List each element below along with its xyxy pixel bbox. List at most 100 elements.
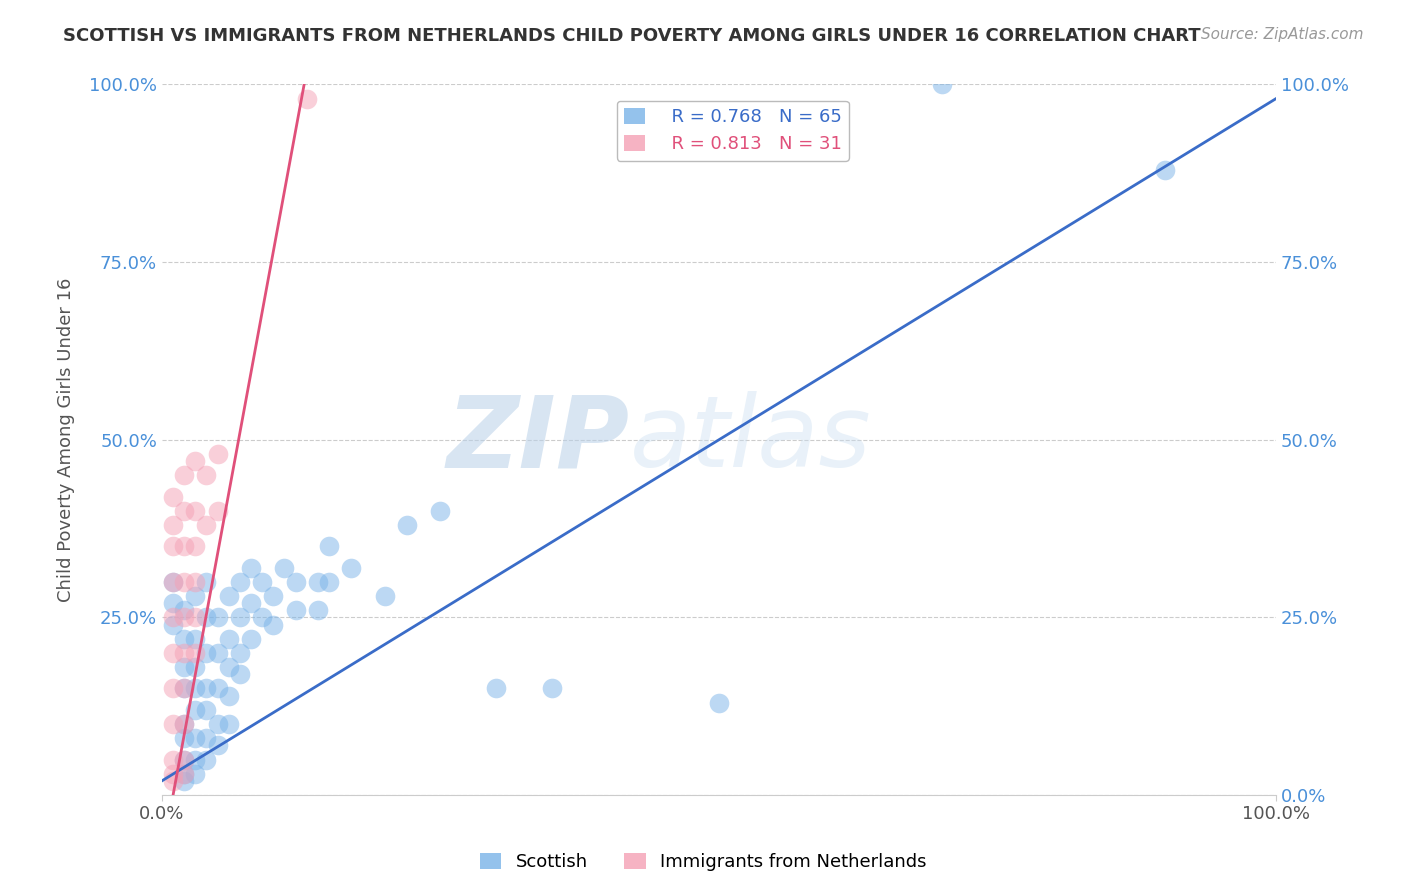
Point <box>284 574 307 589</box>
Point <box>195 646 218 660</box>
Point <box>195 518 218 533</box>
Point <box>207 610 229 624</box>
Point <box>250 574 273 589</box>
Point <box>307 574 329 589</box>
Point <box>240 560 263 574</box>
Point <box>162 752 184 766</box>
Point <box>195 681 218 696</box>
Point <box>184 752 207 766</box>
Y-axis label: Child Poverty Among Girls Under 16: Child Poverty Among Girls Under 16 <box>58 277 75 602</box>
Point <box>229 646 252 660</box>
Point <box>207 681 229 696</box>
Point <box>195 731 218 746</box>
Point <box>184 454 207 468</box>
Point <box>184 703 207 717</box>
Point <box>162 646 184 660</box>
Point <box>173 752 195 766</box>
Point <box>707 696 730 710</box>
Text: atlas: atlas <box>630 392 872 488</box>
Point <box>207 504 229 518</box>
Point <box>218 632 240 646</box>
Point <box>229 610 252 624</box>
Point <box>184 731 207 746</box>
Point <box>307 603 329 617</box>
Point <box>173 717 195 731</box>
Point <box>162 773 184 788</box>
Point <box>395 518 418 533</box>
Point <box>218 589 240 603</box>
Point <box>173 731 195 746</box>
Point <box>240 596 263 610</box>
Point <box>173 610 195 624</box>
Point <box>173 766 195 780</box>
Point <box>162 490 184 504</box>
Point <box>162 539 184 553</box>
Point <box>273 560 295 574</box>
Point <box>162 574 184 589</box>
Point <box>218 660 240 674</box>
Point <box>184 574 207 589</box>
Point <box>184 660 207 674</box>
Point <box>218 689 240 703</box>
Point <box>374 589 396 603</box>
Point <box>295 92 318 106</box>
Point <box>173 766 195 780</box>
Point <box>931 78 953 92</box>
Point <box>184 610 207 624</box>
Point <box>184 504 207 518</box>
Point <box>218 717 240 731</box>
Point <box>173 603 195 617</box>
Point <box>173 632 195 646</box>
Point <box>340 560 363 574</box>
Point <box>195 752 218 766</box>
Point <box>318 539 340 553</box>
Point <box>318 574 340 589</box>
Point <box>184 632 207 646</box>
Point <box>173 773 195 788</box>
Text: Source: ZipAtlas.com: Source: ZipAtlas.com <box>1201 27 1364 42</box>
Point <box>540 681 562 696</box>
Text: SCOTTISH VS IMMIGRANTS FROM NETHERLANDS CHILD POVERTY AMONG GIRLS UNDER 16 CORRE: SCOTTISH VS IMMIGRANTS FROM NETHERLANDS … <box>63 27 1201 45</box>
Point <box>195 703 218 717</box>
Point <box>195 468 218 483</box>
Point <box>173 717 195 731</box>
Point <box>207 646 229 660</box>
Point <box>184 539 207 553</box>
Point <box>207 739 229 753</box>
Point <box>240 632 263 646</box>
Point <box>162 681 184 696</box>
Point <box>162 574 184 589</box>
Point <box>173 646 195 660</box>
Point <box>195 574 218 589</box>
Point <box>162 596 184 610</box>
Point <box>207 447 229 461</box>
Point <box>184 589 207 603</box>
Point <box>173 752 195 766</box>
Point <box>284 603 307 617</box>
Point <box>173 574 195 589</box>
Point <box>162 518 184 533</box>
Legend: Scottish, Immigrants from Netherlands: Scottish, Immigrants from Netherlands <box>472 846 934 879</box>
Point <box>429 504 451 518</box>
Point <box>262 617 284 632</box>
Point <box>173 681 195 696</box>
Legend:   R = 0.768   N = 65,   R = 0.813   N = 31: R = 0.768 N = 65, R = 0.813 N = 31 <box>617 101 849 161</box>
Point <box>173 468 195 483</box>
Point <box>184 646 207 660</box>
Point <box>485 681 508 696</box>
Point <box>173 681 195 696</box>
Point <box>250 610 273 624</box>
Point <box>184 766 207 780</box>
Point <box>184 681 207 696</box>
Point <box>1153 162 1175 177</box>
Point <box>162 617 184 632</box>
Point <box>173 660 195 674</box>
Point <box>173 539 195 553</box>
Point <box>207 717 229 731</box>
Point <box>173 504 195 518</box>
Point <box>195 610 218 624</box>
Point <box>262 589 284 603</box>
Point <box>229 574 252 589</box>
Point <box>229 667 252 681</box>
Point <box>162 766 184 780</box>
